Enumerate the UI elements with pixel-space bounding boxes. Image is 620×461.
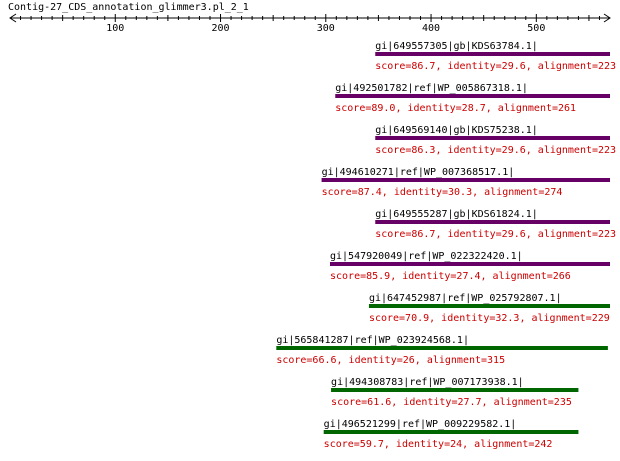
hit-list: gi|649557305|gb|KDS63784.1| score=86.7, i… (276, 41, 616, 450)
hit-row: gi|565841287|ref|WP_023924568.1| score=66… (276, 335, 608, 366)
hit-stats: score=85.9, identity=27.4, alignment=266 (330, 271, 571, 282)
hit-alignment-bar (375, 136, 610, 140)
axis-tick-label: 100 (106, 23, 124, 34)
hit-row: gi|496521299|ref|WP_009229582.1| score=59… (323, 419, 579, 450)
hit-accession: gi|649569140|gb|KDS75238.1| (375, 125, 538, 136)
hit-accession: gi|565841287|ref|WP_023924568.1| (276, 335, 469, 346)
hit-accession: gi|494308783|ref|WP_007173938.1| (331, 377, 524, 388)
hit-alignment-bar (323, 430, 579, 434)
hit-accession: gi|649555287|gb|KDS61824.1| (375, 209, 538, 220)
hit-row: gi|649557305|gb|KDS63784.1| score=86.7, i… (375, 41, 616, 72)
hit-stats: score=66.6, identity=26, alignment=315 (276, 355, 505, 366)
hit-stats: score=86.7, identity=29.6, alignment=223 (375, 229, 616, 240)
hit-alignment-bar (321, 178, 610, 182)
hit-row: gi|647452987|ref|WP_025792807.1| score=70… (368, 293, 610, 324)
axis-left-arrow-icon (9, 13, 17, 23)
axis-tick-label: 200 (211, 23, 229, 34)
axis-tick-label: 400 (422, 23, 440, 34)
axis-right-arrow-icon (603, 13, 611, 23)
hit-accession: gi|494610271|ref|WP_007368517.1| (322, 167, 515, 178)
hit-accession: gi|496521299|ref|WP_009229582.1| (324, 419, 517, 430)
scale-axis: 100 200 300 400 500 (9, 13, 611, 34)
hit-stats: score=86.3, identity=29.6, alignment=223 (375, 145, 616, 156)
hit-row: gi|494610271|ref|WP_007368517.1| score=87… (321, 167, 610, 198)
hit-alignment-bar (375, 52, 610, 56)
hit-alignment-bar (335, 94, 610, 98)
hit-alignment-bar (276, 346, 608, 350)
hit-alignment-bar (375, 220, 610, 224)
hit-stats: score=86.7, identity=29.6, alignment=223 (375, 61, 616, 72)
hit-accession: gi|647452987|ref|WP_025792807.1| (369, 293, 562, 304)
hit-row: gi|492501782|ref|WP_005867318.1| score=89… (335, 83, 610, 114)
hit-alignment-bar (331, 388, 579, 392)
hit-stats: score=61.6, identity=27.7, alignment=235 (331, 397, 572, 408)
hit-accession: gi|649557305|gb|KDS63784.1| (375, 41, 538, 52)
hit-accession: gi|547920049|ref|WP_022322420.1| (330, 251, 523, 262)
diagram-title: Contig-27_CDS_annotation_glimmer3.pl_2_1 (8, 2, 249, 13)
hit-row: gi|649569140|gb|KDS75238.1| score=86.3, i… (375, 125, 616, 156)
hit-alignment-bar (368, 304, 610, 308)
hit-row: gi|649555287|gb|KDS61824.1| score=86.7, i… (375, 209, 616, 240)
hit-row: gi|547920049|ref|WP_022322420.1| score=85… (330, 251, 610, 282)
hit-accession: gi|492501782|ref|WP_005867318.1| (335, 83, 528, 94)
hit-stats: score=87.4, identity=30.3, alignment=274 (322, 187, 563, 198)
axis-tick-label: 500 (527, 23, 545, 34)
axis-tick-label: 300 (317, 23, 335, 34)
hit-stats: score=89.0, identity=28.7, alignment=261 (335, 103, 576, 114)
hit-alignment-bar (330, 262, 610, 266)
hit-row: gi|494308783|ref|WP_007173938.1| score=61… (331, 377, 579, 408)
hit-stats: score=70.9, identity=32.3, alignment=229 (369, 313, 610, 324)
hit-stats: score=59.7, identity=24, alignment=242 (324, 439, 553, 450)
